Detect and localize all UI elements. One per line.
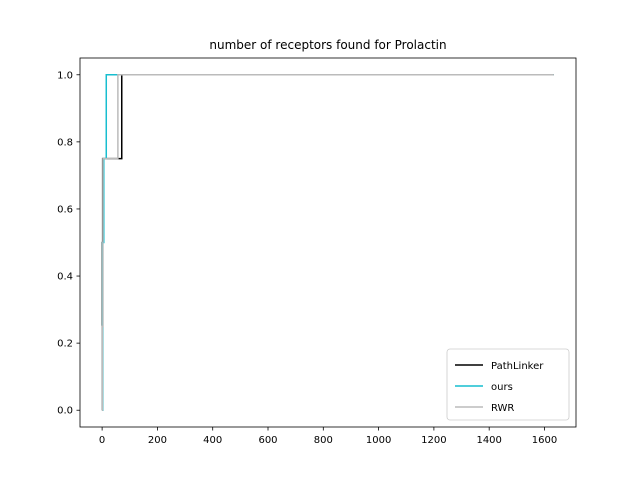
legend-label: PathLinker: [491, 361, 544, 372]
y-tick-label: 0.2: [57, 339, 73, 350]
legend-label: RWR: [491, 403, 514, 414]
x-tick-label: 400: [203, 435, 222, 446]
legend: PathLinker ours RWR: [446, 348, 570, 421]
series-line-rwr: [101, 74, 554, 411]
x-tick-label: 0: [99, 435, 105, 446]
axis-ticks: 0 200 400 600 800 1000 1200 1400 1600 0.0 0.2 0.4 0.…: [57, 70, 557, 446]
x-tick-label: 600: [258, 435, 277, 446]
x-tick-label: 800: [314, 435, 333, 446]
x-tick-label: 1200: [421, 435, 446, 446]
y-tick-label: 1.0: [57, 70, 73, 81]
y-tick-label: 0.4: [57, 272, 73, 283]
y-tick-label: 0.0: [57, 406, 73, 417]
plot-area: [101, 74, 554, 411]
x-tick-label: 1600: [532, 435, 557, 446]
legend-label: ours: [491, 382, 513, 393]
legend-box: [446, 348, 570, 421]
chart-title: number of receptors found for Prolactin: [209, 38, 446, 52]
x-tick-label: 1000: [366, 435, 391, 446]
y-tick-label: 0.8: [57, 137, 73, 148]
y-tick-label: 0.6: [57, 204, 73, 215]
axes-frame: [79, 57, 577, 428]
x-tick-label: 200: [148, 435, 167, 446]
x-tick-label: 1400: [476, 435, 501, 446]
